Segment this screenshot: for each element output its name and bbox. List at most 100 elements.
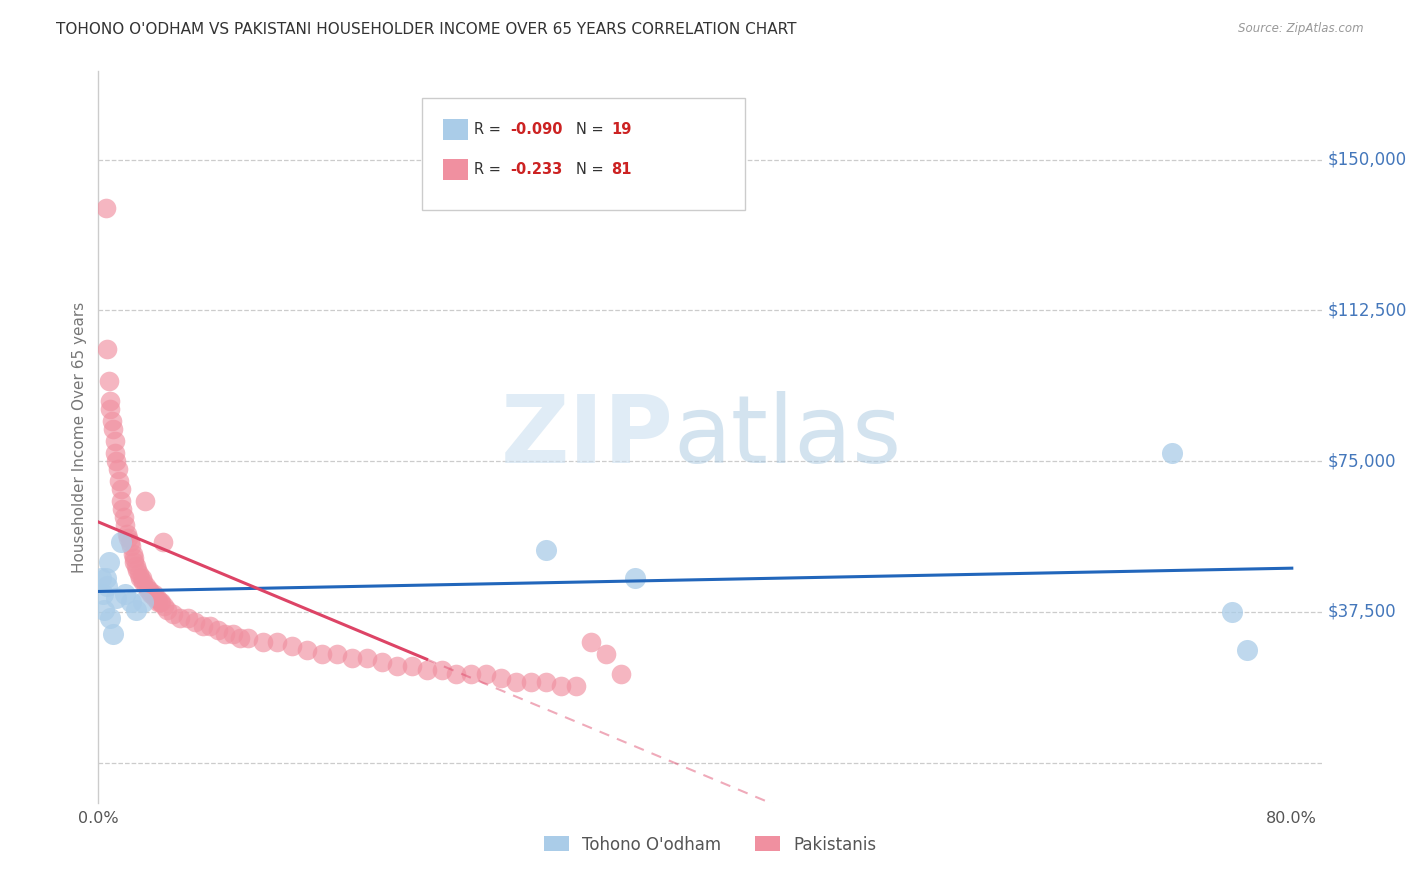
Point: [460, 667, 482, 681]
Text: Source: ZipAtlas.com: Source: ZipAtlas.com: [1239, 22, 1364, 36]
Text: $37,500: $37,500: [1327, 603, 1396, 621]
Point: [110, 483, 132, 497]
Text: $112,500: $112,500: [1327, 301, 1406, 319]
Text: $75,000: $75,000: [1327, 452, 1396, 470]
Y-axis label: Householder Income Over 65 years: Householder Income Over 65 years: [72, 301, 87, 573]
Point: [96, 579, 118, 593]
Point: [297, 643, 319, 657]
Point: [415, 663, 437, 677]
Point: [93, 603, 115, 617]
Text: 81: 81: [612, 162, 633, 177]
Point: [579, 635, 602, 649]
Point: [127, 563, 149, 577]
Point: [101, 414, 124, 428]
Text: ZIP: ZIP: [501, 391, 673, 483]
Point: [385, 659, 408, 673]
Point: [118, 534, 141, 549]
Point: [624, 571, 647, 585]
Point: [146, 595, 169, 609]
Point: [191, 619, 214, 633]
Point: [152, 534, 174, 549]
Point: [162, 607, 184, 621]
Point: [266, 635, 288, 649]
Point: [136, 582, 159, 597]
Text: 19: 19: [612, 122, 631, 136]
Point: [122, 555, 145, 569]
Text: -0.233: -0.233: [510, 162, 562, 177]
Point: [94, 571, 117, 585]
Point: [90, 571, 112, 585]
Point: [125, 558, 148, 573]
Point: [534, 675, 557, 690]
Text: atlas: atlas: [673, 391, 901, 483]
Point: [184, 615, 207, 629]
Point: [142, 587, 165, 601]
Point: [520, 675, 543, 690]
Point: [534, 542, 557, 557]
Point: [145, 591, 167, 605]
Point: [430, 663, 453, 677]
Point: [112, 510, 135, 524]
Point: [1220, 605, 1243, 619]
Point: [115, 526, 138, 541]
Point: [153, 599, 176, 613]
Point: [97, 555, 120, 569]
Point: [129, 571, 152, 585]
Point: [108, 475, 131, 489]
Point: [134, 494, 156, 508]
Point: [104, 434, 127, 449]
Point: [103, 422, 125, 436]
Point: [356, 651, 378, 665]
Point: [236, 631, 259, 645]
Point: [565, 679, 588, 693]
Text: $150,000: $150,000: [1327, 151, 1406, 169]
Point: [117, 531, 139, 545]
Point: [150, 595, 173, 609]
Point: [1161, 446, 1184, 460]
Point: [281, 639, 304, 653]
Legend: Tohono O'odham, Pakistanis: Tohono O'odham, Pakistanis: [537, 829, 883, 860]
Point: [121, 547, 143, 561]
Point: [98, 393, 121, 408]
Point: [401, 659, 423, 673]
Point: [207, 623, 229, 637]
Point: [105, 591, 128, 605]
Point: [122, 550, 145, 565]
Point: [135, 579, 157, 593]
Point: [97, 374, 120, 388]
Point: [120, 595, 142, 609]
Point: [103, 627, 125, 641]
Point: [326, 647, 349, 661]
Point: [143, 591, 166, 605]
Point: [200, 619, 222, 633]
Point: [609, 667, 631, 681]
Point: [105, 454, 128, 468]
Point: [96, 342, 118, 356]
Point: [489, 671, 512, 685]
Point: [550, 679, 572, 693]
Point: [446, 667, 468, 681]
Point: [139, 587, 162, 601]
Point: [252, 635, 274, 649]
Point: [98, 611, 121, 625]
Point: [371, 655, 394, 669]
Point: [125, 603, 148, 617]
Text: N =: N =: [576, 122, 609, 136]
Point: [229, 631, 252, 645]
Point: [156, 603, 179, 617]
Point: [110, 534, 132, 549]
Point: [120, 539, 142, 553]
Point: [177, 611, 200, 625]
Point: [340, 651, 363, 665]
Point: [91, 587, 114, 601]
Text: N =: N =: [576, 162, 609, 177]
Point: [132, 595, 155, 609]
Point: [111, 502, 134, 516]
Text: TOHONO O'ODHAM VS PAKISTANI HOUSEHOLDER INCOME OVER 65 YEARS CORRELATION CHART: TOHONO O'ODHAM VS PAKISTANI HOUSEHOLDER …: [56, 22, 797, 37]
Point: [138, 582, 160, 597]
Point: [1236, 643, 1258, 657]
Point: [595, 647, 617, 661]
Text: -0.090: -0.090: [510, 122, 562, 136]
Point: [505, 675, 527, 690]
Point: [169, 611, 191, 625]
